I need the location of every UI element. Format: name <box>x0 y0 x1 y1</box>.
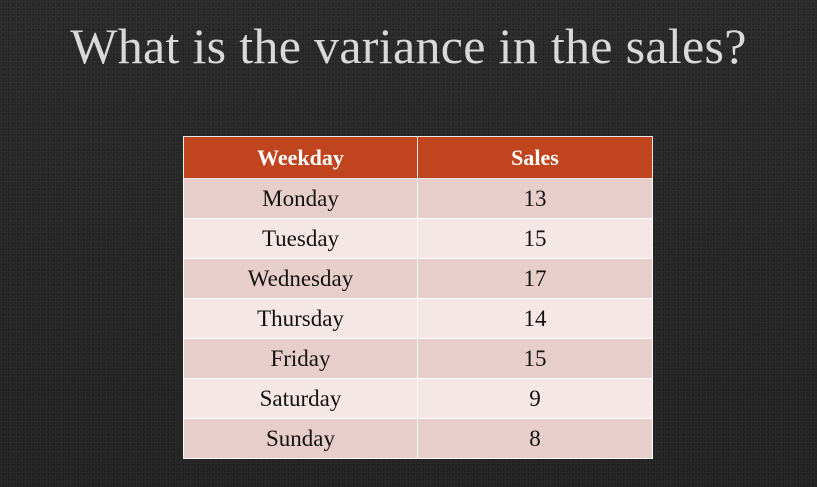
table-row: Tuesday 15 <box>183 218 653 259</box>
table-row: Monday 13 <box>183 178 653 219</box>
table-header-row: Weekday Sales <box>183 136 653 179</box>
sales-cell: 14 <box>417 298 653 339</box>
weekday-cell: Saturday <box>183 378 418 419</box>
table-row: Friday 15 <box>183 338 653 379</box>
weekday-cell: Sunday <box>183 418 418 459</box>
sales-table: Weekday Sales Monday 13 Tuesday 15 Wedne… <box>183 136 653 459</box>
table-row: Sunday 8 <box>183 418 653 459</box>
sales-cell: 15 <box>417 218 653 259</box>
weekday-cell: Tuesday <box>183 218 418 259</box>
weekday-column-header: Weekday <box>183 136 418 179</box>
sales-cell: 13 <box>417 178 653 219</box>
table-row: Wednesday 17 <box>183 258 653 299</box>
table-row: Thursday 14 <box>183 298 653 339</box>
sales-cell: 17 <box>417 258 653 299</box>
weekday-cell: Thursday <box>183 298 418 339</box>
table-row: Saturday 9 <box>183 378 653 419</box>
weekday-cell: Wednesday <box>183 258 418 299</box>
weekday-cell: Friday <box>183 338 418 379</box>
sales-cell: 15 <box>417 338 653 379</box>
sales-cell: 9 <box>417 378 653 419</box>
sales-column-header: Sales <box>417 136 653 179</box>
sales-cell: 8 <box>417 418 653 459</box>
sales-table-container: Weekday Sales Monday 13 Tuesday 15 Wedne… <box>183 136 653 459</box>
weekday-cell: Monday <box>183 178 418 219</box>
slide-title: What is the variance in the sales? <box>70 18 747 74</box>
